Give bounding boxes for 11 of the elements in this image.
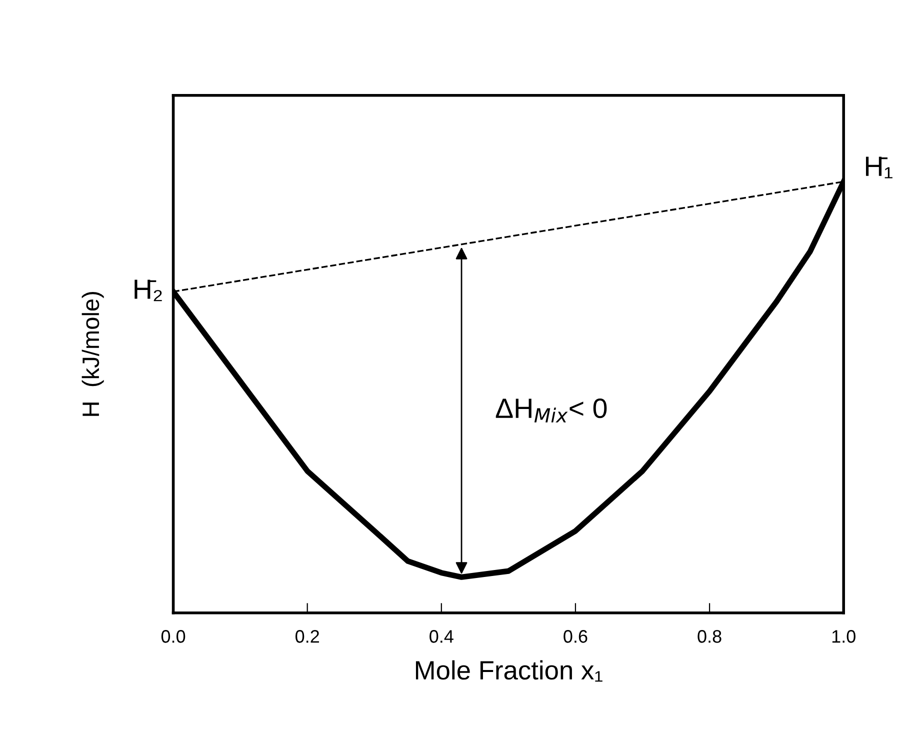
y-axis-title: H (kJ/mole) [82, 292, 104, 416]
x-tick-label: 0.8 [698, 630, 722, 643]
annotation: H̄₁ [866, 156, 892, 178]
annotation: ΔH$_{Mix}$< 0 [496, 398, 607, 422]
x-tick-label: 1.0 [832, 630, 856, 643]
x-tick-label: 0.4 [430, 630, 454, 643]
annotation: H̄₂ [134, 280, 162, 302]
x-tick-label: 0.6 [564, 630, 588, 643]
x-tick-label: 0.2 [296, 630, 319, 643]
x-axis-title: Mole Fraction x₁ [416, 660, 602, 682]
x-tick-label: 0.0 [161, 630, 186, 643]
